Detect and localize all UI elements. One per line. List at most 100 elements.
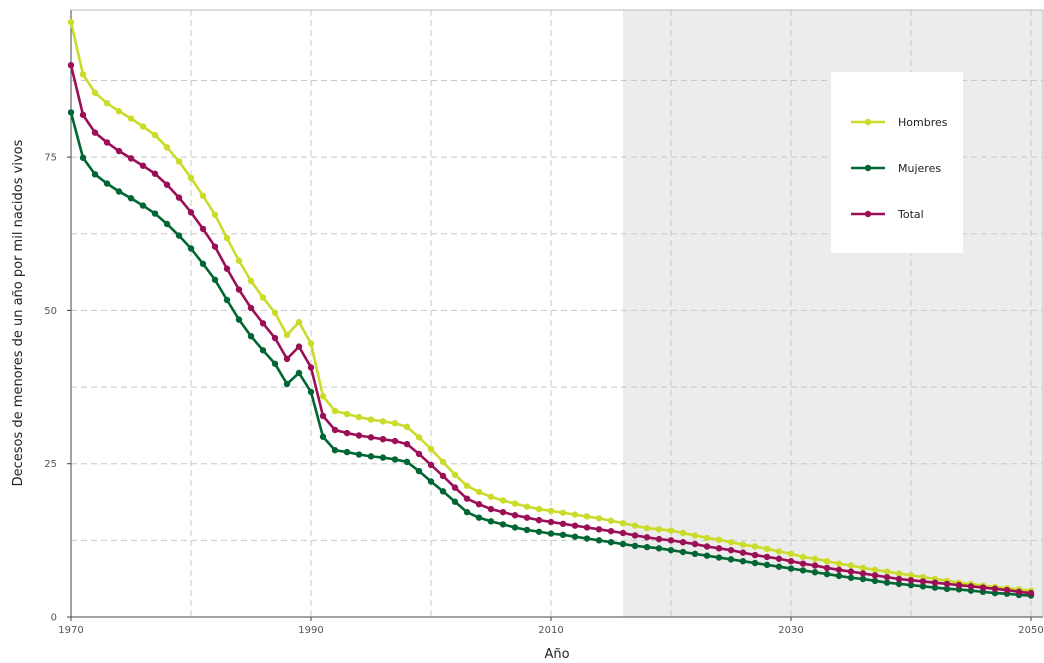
data-point — [583, 535, 591, 542]
data-point — [691, 540, 699, 548]
data-point — [859, 564, 867, 572]
data-point — [403, 440, 411, 448]
data-point — [667, 546, 675, 554]
data-point — [691, 532, 699, 539]
data-point — [127, 115, 135, 122]
data-point — [187, 209, 195, 216]
data-point — [415, 467, 423, 475]
legend-box — [831, 72, 963, 253]
data-point — [91, 171, 99, 178]
data-point — [199, 192, 207, 199]
data-point — [139, 162, 147, 169]
data-point — [367, 416, 375, 423]
data-point — [415, 434, 423, 441]
data-point — [343, 429, 351, 437]
data-point — [67, 61, 75, 69]
data-point — [691, 550, 699, 558]
data-point — [679, 539, 687, 546]
data-point — [535, 505, 543, 513]
data-point — [511, 512, 519, 519]
data-point — [259, 347, 267, 354]
data-point — [547, 518, 555, 526]
data-point — [727, 546, 735, 554]
data-point — [631, 522, 639, 529]
data-point — [487, 493, 495, 501]
data-point — [763, 545, 771, 553]
legend-label: Mujeres — [898, 162, 941, 175]
data-point — [151, 131, 159, 139]
data-point — [187, 245, 195, 252]
data-point — [775, 548, 783, 555]
data-point — [187, 174, 195, 182]
data-point — [271, 309, 279, 317]
y-tick-label: 0 — [51, 613, 57, 624]
data-point — [403, 458, 411, 466]
data-point — [295, 343, 303, 350]
data-point — [883, 579, 891, 586]
data-point — [427, 478, 435, 485]
data-point — [583, 513, 591, 520]
data-point — [115, 107, 123, 115]
data-point — [115, 188, 123, 195]
data-point — [619, 529, 627, 537]
data-point — [835, 572, 843, 580]
data-point — [223, 265, 231, 272]
x-tick-label: 2050 — [1018, 625, 1043, 636]
data-point — [631, 532, 639, 539]
data-point — [403, 423, 411, 431]
series-hombres — [67, 19, 1035, 594]
data-point — [739, 549, 747, 556]
data-point — [331, 426, 339, 434]
data-point — [79, 154, 87, 161]
data-point — [175, 158, 183, 165]
data-point — [823, 570, 831, 578]
data-point — [619, 540, 627, 548]
data-point — [355, 413, 363, 421]
data-point — [451, 498, 459, 505]
series-mujeres — [67, 109, 1035, 599]
data-point — [67, 109, 75, 116]
data-point — [451, 484, 459, 491]
data-point — [943, 585, 951, 592]
legend-item: Total — [851, 208, 924, 221]
data-point — [307, 340, 315, 347]
y-tick-label: 75 — [44, 153, 57, 164]
data-point — [499, 508, 507, 516]
data-point — [283, 380, 291, 388]
data-point — [727, 556, 735, 563]
data-point — [607, 539, 615, 546]
legend-label: Total — [897, 208, 924, 221]
data-point — [655, 526, 663, 533]
data-point — [715, 554, 723, 561]
data-point — [235, 286, 243, 293]
data-point — [319, 433, 327, 440]
data-point — [667, 527, 675, 534]
legend: Hombres Mujeres Total — [831, 72, 963, 253]
series-lines — [67, 19, 1035, 599]
data-point — [559, 520, 567, 527]
data-point — [751, 543, 759, 550]
data-point — [379, 435, 387, 443]
data-point — [331, 447, 339, 454]
data-point — [919, 578, 927, 585]
data-point — [511, 524, 519, 531]
data-point — [91, 89, 99, 96]
data-point — [883, 568, 891, 575]
data-point — [547, 530, 555, 537]
data-point — [463, 495, 471, 502]
x-tick-label: 1990 — [298, 625, 323, 636]
x-axis-title: Año — [544, 647, 569, 662]
data-point — [895, 580, 903, 588]
legend-swatch-marker — [864, 164, 872, 172]
data-point — [355, 432, 363, 439]
data-point — [763, 561, 771, 569]
data-point — [307, 364, 315, 371]
data-point — [127, 195, 135, 202]
data-point — [211, 243, 219, 250]
data-point — [907, 581, 915, 589]
data-point — [907, 577, 915, 584]
data-point — [79, 71, 87, 78]
data-point — [607, 527, 615, 535]
data-point — [283, 331, 291, 339]
